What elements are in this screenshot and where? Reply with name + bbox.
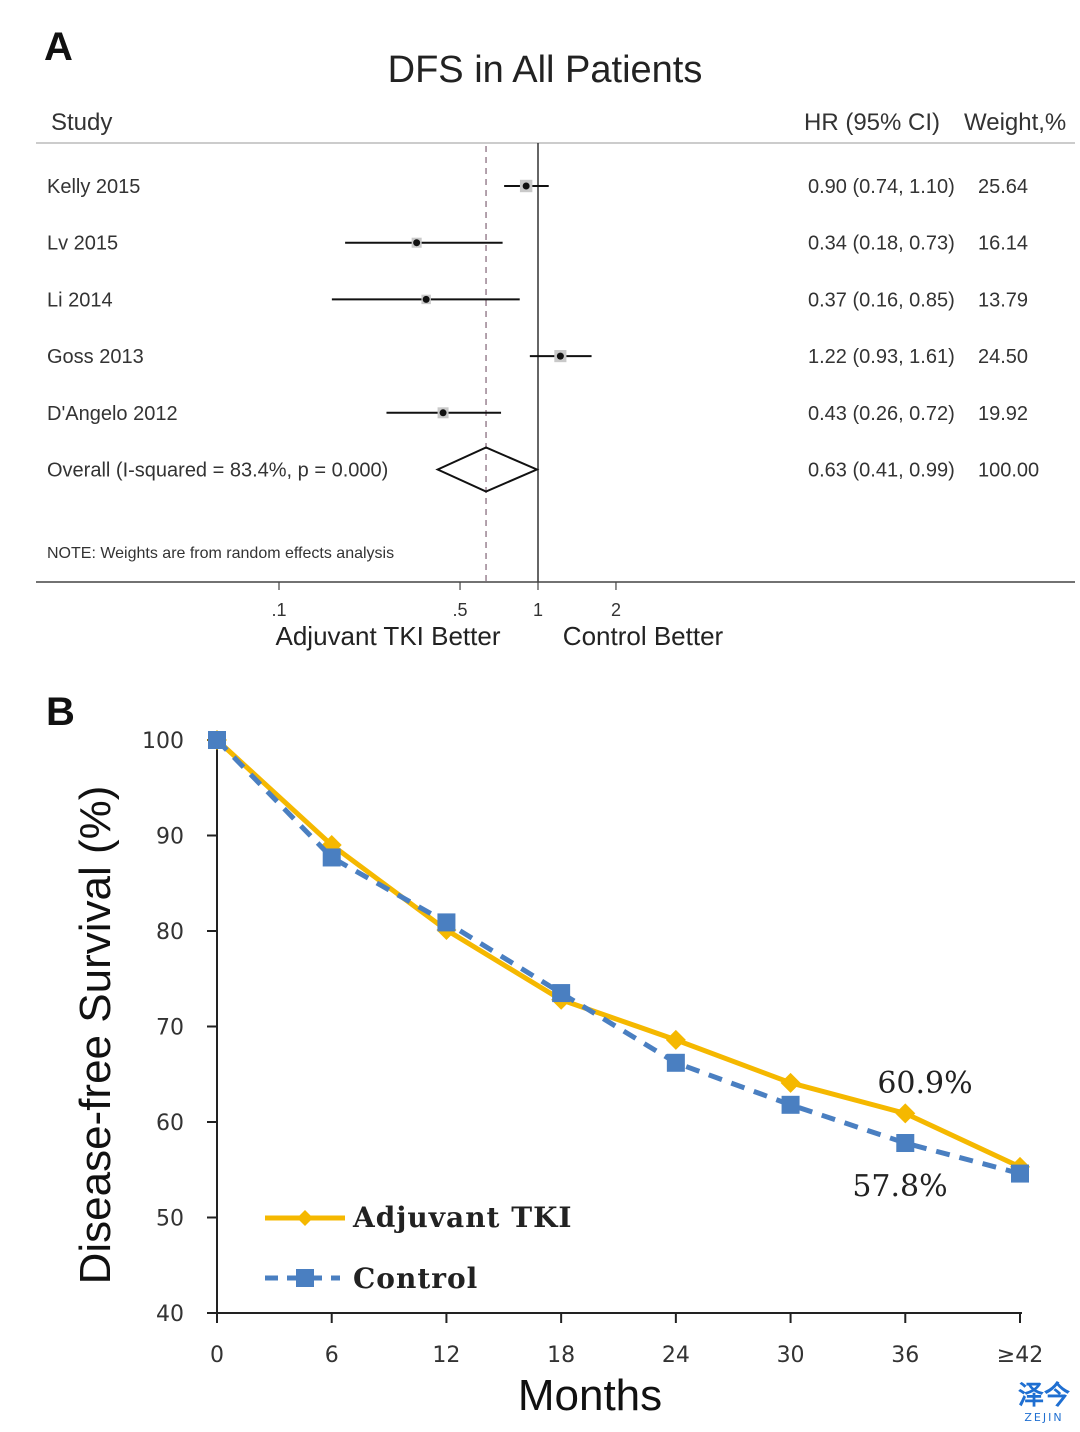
data-point xyxy=(895,1103,916,1124)
panel-label-b: B xyxy=(46,690,75,734)
watermark-english: ZEJIN xyxy=(1024,1411,1063,1424)
x-tick-label: 6 xyxy=(325,1343,339,1368)
forest-tick-label: .5 xyxy=(453,600,468,620)
forest-x-ticks: .1 .5 1 2 xyxy=(271,582,621,620)
direction-label-right: Control Better xyxy=(563,621,724,651)
weight-value: 16.14 xyxy=(978,233,1028,255)
data-point xyxy=(322,848,341,867)
overall-weight-value: 100.00 xyxy=(978,460,1039,482)
weight-value: 13.79 xyxy=(978,289,1028,311)
column-header-hr: HR (95% CI) xyxy=(804,109,940,136)
series-line xyxy=(215,738,1022,1170)
x-tick-label: 12 xyxy=(432,1343,460,1368)
forest-plot: A DFS in All Patients Study HR (95% CI) … xyxy=(36,25,1075,651)
overall-diamond xyxy=(435,446,540,493)
column-header-study: Study xyxy=(51,109,112,136)
x-tick-label: 18 xyxy=(547,1343,575,1368)
series-layer xyxy=(207,730,1030,1183)
dfs-line-chart: B Disease-free Survival (%) Months 40 50 6… xyxy=(46,690,1043,1420)
point-estimate xyxy=(439,409,447,417)
x-axis-label: Months xyxy=(518,1371,662,1420)
y-tick-label: 40 xyxy=(156,1302,184,1327)
study-name: D'Angelo 2012 xyxy=(47,403,178,425)
data-point xyxy=(552,984,571,1003)
y-tick-label: 50 xyxy=(156,1207,184,1232)
study-name: Kelly 2015 xyxy=(47,176,140,198)
study-row: Goss 2013 1.22 (0.93, 1.61) 24.50 xyxy=(47,346,1028,368)
forest-rows: Kelly 2015 0.90 (0.74, 1.10) 25.64 Lv 2015 0… xyxy=(47,143,1039,582)
x-tick-label: 30 xyxy=(777,1343,805,1368)
study-name: Goss 2013 xyxy=(47,346,144,368)
study-row: Kelly 2015 0.90 (0.74, 1.10) 25.64 xyxy=(47,176,1028,198)
y-tick-label: 100 xyxy=(142,729,184,754)
weight-value: 19.92 xyxy=(978,403,1028,425)
y-tick-label: 60 xyxy=(156,1111,184,1136)
data-point xyxy=(780,1072,801,1093)
series-adjuvant-tki xyxy=(207,730,1030,1177)
data-point xyxy=(437,913,456,932)
watermark-chinese: 泽今 xyxy=(1018,1380,1070,1411)
study-name: Lv 2015 xyxy=(47,233,118,255)
y-ticks: 40 50 60 70 80 90 100 xyxy=(142,729,217,1327)
series-line xyxy=(215,738,1021,1176)
y-tick-label: 70 xyxy=(156,1016,184,1041)
direction-label-left: Adjuvant TKI Better xyxy=(276,621,501,651)
legend-label-adjuvant: Adjuvant TKI xyxy=(352,1201,573,1234)
legend-label-control: Control xyxy=(353,1262,478,1295)
annotation-control-36: 57.8% xyxy=(852,1169,947,1204)
x-tick-label: 0 xyxy=(210,1343,224,1368)
data-point xyxy=(781,1095,800,1114)
data-point xyxy=(666,1053,685,1072)
x-ticks: 0 6 12 18 24 30 36 ≥42 xyxy=(210,1313,1043,1368)
study-row: Li 2014 0.37 (0.16, 0.85) 13.79 xyxy=(47,289,1028,311)
watermark-logo: 泽今 ZEJIN xyxy=(1018,1380,1070,1424)
study-row: Lv 2015 0.34 (0.18, 0.73) 16.14 xyxy=(47,233,1028,255)
data-point xyxy=(665,1029,686,1050)
hr-ci-value: 0.37 (0.16, 0.85) xyxy=(808,289,955,311)
legend-item-control: Control xyxy=(265,1262,478,1295)
forest-tick-label: .1 xyxy=(271,600,286,620)
annotation-adjuvant-36: 60.9% xyxy=(877,1066,972,1101)
point-estimate xyxy=(422,295,430,303)
forest-tick-label: 1 xyxy=(533,600,543,620)
panel-label-a: A xyxy=(44,25,73,69)
forest-plot-title: DFS in All Patients xyxy=(388,49,703,91)
hr-ci-value: 0.34 (0.18, 0.73) xyxy=(808,233,955,255)
forest-note: NOTE: Weights are from random effects an… xyxy=(47,545,394,562)
y-tick-label: 80 xyxy=(156,920,184,945)
study-row: D'Angelo 2012 0.43 (0.26, 0.72) 19.92 xyxy=(47,403,1028,425)
weight-value: 25.64 xyxy=(978,176,1028,198)
x-tick-label: ≥42 xyxy=(997,1343,1043,1368)
hr-ci-value: 0.90 (0.74, 1.10) xyxy=(808,176,955,198)
data-point xyxy=(1011,1164,1029,1183)
square-marker-icon xyxy=(296,1269,314,1287)
y-axis-label: Disease-free Survival (%) xyxy=(71,786,120,1285)
overall-row: Overall (I-squared = 83.4%, p = 0.000) 0.… xyxy=(47,446,1039,493)
column-header-weight: Weight,% xyxy=(964,109,1066,136)
y-tick-label: 90 xyxy=(156,825,184,850)
point-estimate xyxy=(413,239,421,247)
overall-label: Overall (I-squared = 83.4%, p = 0.000) xyxy=(47,460,388,482)
hr-ci-value: 0.43 (0.26, 0.72) xyxy=(808,403,955,425)
weight-value: 24.50 xyxy=(978,346,1028,368)
point-estimate xyxy=(556,352,564,360)
legend: Adjuvant TKI Control xyxy=(265,1201,573,1295)
data-point xyxy=(896,1134,915,1153)
overall-hr-ci-value: 0.63 (0.41, 0.99) xyxy=(808,460,955,482)
series-control xyxy=(208,731,1029,1183)
legend-item-adjuvant: Adjuvant TKI xyxy=(265,1201,573,1234)
point-estimate xyxy=(522,182,530,190)
study-name: Li 2014 xyxy=(47,289,113,311)
diamond-marker-icon xyxy=(297,1210,313,1226)
forest-tick-label: 2 xyxy=(611,600,621,620)
hr-ci-value: 1.22 (0.93, 1.61) xyxy=(808,346,955,368)
data-point xyxy=(208,731,226,749)
x-tick-label: 24 xyxy=(662,1343,690,1368)
x-tick-label: 36 xyxy=(891,1343,919,1368)
